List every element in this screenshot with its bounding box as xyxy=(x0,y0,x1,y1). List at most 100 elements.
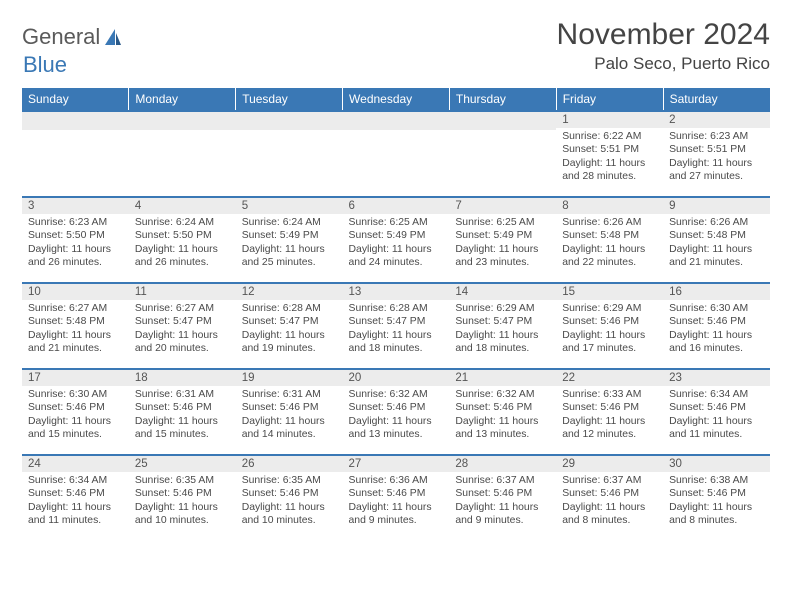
sunrise-text: Sunrise: 6:23 AM xyxy=(669,130,764,143)
day-number: 5 xyxy=(236,198,343,214)
day-number: 28 xyxy=(449,456,556,472)
day-number: 23 xyxy=(663,370,770,386)
daylight-text: Daylight: 11 hours and 26 minutes. xyxy=(28,243,123,270)
day-number: 8 xyxy=(556,198,663,214)
day-cell: 20Sunrise: 6:32 AMSunset: 5:46 PMDayligh… xyxy=(343,369,450,455)
day-cell: 28Sunrise: 6:37 AMSunset: 5:46 PMDayligh… xyxy=(449,455,556,540)
day-number xyxy=(236,112,343,130)
sunrise-text: Sunrise: 6:31 AM xyxy=(135,388,230,401)
sunset-text: Sunset: 5:50 PM xyxy=(28,229,123,242)
day-info: Sunrise: 6:26 AMSunset: 5:48 PMDaylight:… xyxy=(663,214,770,273)
daylight-text: Daylight: 11 hours and 22 minutes. xyxy=(562,243,657,270)
day-number xyxy=(22,112,129,130)
day-cell: 16Sunrise: 6:30 AMSunset: 5:46 PMDayligh… xyxy=(663,283,770,369)
sunrise-text: Sunrise: 6:25 AM xyxy=(455,216,550,229)
sunset-text: Sunset: 5:47 PM xyxy=(455,315,550,328)
col-tuesday: Tuesday xyxy=(236,88,343,111)
col-monday: Monday xyxy=(129,88,236,111)
day-cell: 9Sunrise: 6:26 AMSunset: 5:48 PMDaylight… xyxy=(663,197,770,283)
sunrise-text: Sunrise: 6:28 AM xyxy=(349,302,444,315)
sunset-text: Sunset: 5:49 PM xyxy=(349,229,444,242)
sunrise-text: Sunrise: 6:34 AM xyxy=(28,474,123,487)
brand-part2: Blue xyxy=(23,52,67,77)
sunrise-text: Sunrise: 6:26 AM xyxy=(669,216,764,229)
sunset-text: Sunset: 5:51 PM xyxy=(669,143,764,156)
day-number: 22 xyxy=(556,370,663,386)
day-cell: 13Sunrise: 6:28 AMSunset: 5:47 PMDayligh… xyxy=(343,283,450,369)
week-row: 10Sunrise: 6:27 AMSunset: 5:48 PMDayligh… xyxy=(22,283,770,369)
day-number: 12 xyxy=(236,284,343,300)
sunset-text: Sunset: 5:47 PM xyxy=(242,315,337,328)
day-cell: 1Sunrise: 6:22 AMSunset: 5:51 PMDaylight… xyxy=(556,111,663,197)
day-cell: 4Sunrise: 6:24 AMSunset: 5:50 PMDaylight… xyxy=(129,197,236,283)
sunset-text: Sunset: 5:49 PM xyxy=(455,229,550,242)
month-title: November 2024 xyxy=(557,18,770,52)
day-number: 25 xyxy=(129,456,236,472)
sunset-text: Sunset: 5:46 PM xyxy=(28,401,123,414)
day-info: Sunrise: 6:32 AMSunset: 5:46 PMDaylight:… xyxy=(449,386,556,445)
day-cell xyxy=(22,111,129,197)
day-info: Sunrise: 6:27 AMSunset: 5:47 PMDaylight:… xyxy=(129,300,236,359)
sunset-text: Sunset: 5:47 PM xyxy=(349,315,444,328)
day-number: 18 xyxy=(129,370,236,386)
day-cell: 21Sunrise: 6:32 AMSunset: 5:46 PMDayligh… xyxy=(449,369,556,455)
daylight-text: Daylight: 11 hours and 8 minutes. xyxy=(669,501,764,528)
weekday-header-row: Sunday Monday Tuesday Wednesday Thursday… xyxy=(22,88,770,111)
day-cell: 30Sunrise: 6:38 AMSunset: 5:46 PMDayligh… xyxy=(663,455,770,540)
daylight-text: Daylight: 11 hours and 27 minutes. xyxy=(669,157,764,184)
day-cell: 12Sunrise: 6:28 AMSunset: 5:47 PMDayligh… xyxy=(236,283,343,369)
col-saturday: Saturday xyxy=(663,88,770,111)
sunrise-text: Sunrise: 6:35 AM xyxy=(242,474,337,487)
daylight-text: Daylight: 11 hours and 26 minutes. xyxy=(135,243,230,270)
col-thursday: Thursday xyxy=(449,88,556,111)
day-number: 21 xyxy=(449,370,556,386)
sunrise-text: Sunrise: 6:30 AM xyxy=(28,388,123,401)
day-info: Sunrise: 6:35 AMSunset: 5:46 PMDaylight:… xyxy=(236,472,343,531)
sunrise-text: Sunrise: 6:24 AM xyxy=(242,216,337,229)
day-cell: 8Sunrise: 6:26 AMSunset: 5:48 PMDaylight… xyxy=(556,197,663,283)
day-cell: 11Sunrise: 6:27 AMSunset: 5:47 PMDayligh… xyxy=(129,283,236,369)
day-number xyxy=(343,112,450,130)
sunset-text: Sunset: 5:46 PM xyxy=(242,487,337,500)
daylight-text: Daylight: 11 hours and 9 minutes. xyxy=(349,501,444,528)
day-cell: 29Sunrise: 6:37 AMSunset: 5:46 PMDayligh… xyxy=(556,455,663,540)
sunset-text: Sunset: 5:46 PM xyxy=(242,401,337,414)
week-row: 3Sunrise: 6:23 AMSunset: 5:50 PMDaylight… xyxy=(22,197,770,283)
sunrise-text: Sunrise: 6:23 AM xyxy=(28,216,123,229)
sunset-text: Sunset: 5:46 PM xyxy=(669,401,764,414)
sunset-text: Sunset: 5:46 PM xyxy=(455,401,550,414)
day-cell: 17Sunrise: 6:30 AMSunset: 5:46 PMDayligh… xyxy=(22,369,129,455)
daylight-text: Daylight: 11 hours and 19 minutes. xyxy=(242,329,337,356)
day-info: Sunrise: 6:36 AMSunset: 5:46 PMDaylight:… xyxy=(343,472,450,531)
sunset-text: Sunset: 5:46 PM xyxy=(562,487,657,500)
daylight-text: Daylight: 11 hours and 12 minutes. xyxy=(562,415,657,442)
day-info: Sunrise: 6:32 AMSunset: 5:46 PMDaylight:… xyxy=(343,386,450,445)
sunset-text: Sunset: 5:46 PM xyxy=(349,401,444,414)
week-row: 17Sunrise: 6:30 AMSunset: 5:46 PMDayligh… xyxy=(22,369,770,455)
daylight-text: Daylight: 11 hours and 28 minutes. xyxy=(562,157,657,184)
sunset-text: Sunset: 5:48 PM xyxy=(28,315,123,328)
day-number: 3 xyxy=(22,198,129,214)
day-number: 30 xyxy=(663,456,770,472)
sunrise-text: Sunrise: 6:32 AM xyxy=(455,388,550,401)
day-number: 9 xyxy=(663,198,770,214)
day-info: Sunrise: 6:29 AMSunset: 5:46 PMDaylight:… xyxy=(556,300,663,359)
daylight-text: Daylight: 11 hours and 9 minutes. xyxy=(455,501,550,528)
day-info: Sunrise: 6:25 AMSunset: 5:49 PMDaylight:… xyxy=(343,214,450,273)
daylight-text: Daylight: 11 hours and 21 minutes. xyxy=(28,329,123,356)
day-number xyxy=(129,112,236,130)
sunset-text: Sunset: 5:48 PM xyxy=(562,229,657,242)
col-friday: Friday xyxy=(556,88,663,111)
sunset-text: Sunset: 5:49 PM xyxy=(242,229,337,242)
sunrise-text: Sunrise: 6:37 AM xyxy=(562,474,657,487)
day-cell: 2Sunrise: 6:23 AMSunset: 5:51 PMDaylight… xyxy=(663,111,770,197)
daylight-text: Daylight: 11 hours and 11 minutes. xyxy=(669,415,764,442)
day-info: Sunrise: 6:22 AMSunset: 5:51 PMDaylight:… xyxy=(556,128,663,187)
sunrise-text: Sunrise: 6:36 AM xyxy=(349,474,444,487)
daylight-text: Daylight: 11 hours and 15 minutes. xyxy=(28,415,123,442)
sunset-text: Sunset: 5:46 PM xyxy=(28,487,123,500)
week-row: 1Sunrise: 6:22 AMSunset: 5:51 PMDaylight… xyxy=(22,111,770,197)
sunset-text: Sunset: 5:46 PM xyxy=(562,315,657,328)
day-number: 4 xyxy=(129,198,236,214)
day-number: 24 xyxy=(22,456,129,472)
